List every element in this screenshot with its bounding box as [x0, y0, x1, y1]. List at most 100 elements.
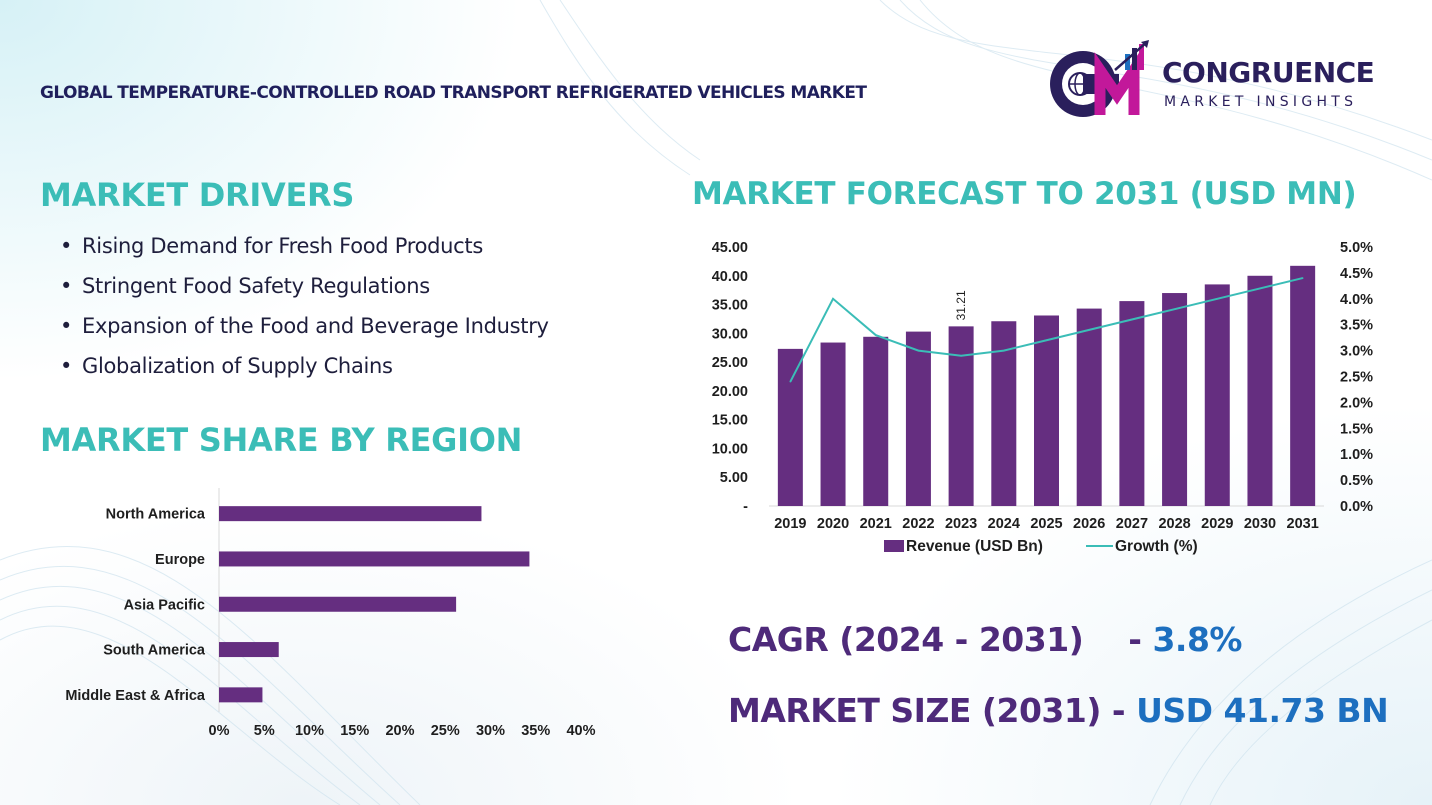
share-x-tick-label: 5% — [254, 723, 275, 739]
revenue-bar — [1076, 308, 1102, 506]
cagr-separator: - — [1128, 620, 1153, 659]
share-category-label: Europe — [155, 552, 205, 568]
forecast-chart: - 5.00 10.00 15.00 20.00 25.00 30.00 35.00 40.00… — [712, 240, 1373, 555]
forecast-x-tick-label: 2019 — [774, 516, 806, 532]
growth-point — [832, 298, 834, 300]
forecast-right-tick-label: 1.5% — [1340, 421, 1373, 437]
growth-point — [1216, 298, 1219, 300]
share-category-label: Middle East & Africa — [65, 688, 206, 704]
forecast-right-tick-label: 0.0% — [1340, 499, 1373, 515]
forecast-x-tick-label: 2022 — [902, 516, 934, 532]
forecast-left-tick-label: 15.00 — [712, 413, 748, 429]
cagr-kpi: CAGR (2024 - 2031) - 3.8% — [728, 620, 1242, 659]
market-size-value: USD 41.73 BN — [1136, 691, 1389, 730]
share-x-tick-label: 30% — [476, 723, 505, 739]
revenue-bar — [1034, 315, 1059, 506]
forecast-x-tick-label: 2021 — [860, 516, 892, 532]
share-x-tick-label: 0% — [209, 723, 230, 739]
forecast-left-tick-label: 35.00 — [712, 298, 748, 314]
forecast-x-tick-label: 2028 — [1158, 516, 1190, 532]
forecast-x-tick-label: 2020 — [817, 516, 849, 532]
bullet-icon: • — [60, 314, 73, 338]
growth-point — [1003, 349, 1005, 352]
forecast-x-tick-label: 2025 — [1030, 516, 1062, 532]
forecast-x-tick-label: 2031 — [1287, 516, 1319, 532]
driver-text: Rising Demand for Fresh Food Products — [82, 234, 483, 258]
forecast-left-tick-label: 40.00 — [712, 269, 748, 285]
growth-point — [1259, 287, 1261, 290]
list-item: • Expansion of the Food and Beverage Indu… — [60, 312, 549, 352]
market-share-title: MARKET SHARE BY REGION — [40, 421, 523, 459]
revenue-bar — [905, 331, 931, 506]
list-item: • Rising Demand for Fresh Food Products — [60, 232, 549, 272]
revenue-data-label: 31.21 — [954, 290, 968, 320]
share-x-tick-label: 25% — [431, 723, 460, 739]
revenue-bar — [1119, 301, 1145, 506]
driver-text: Globalization of Supply Chains — [82, 354, 393, 378]
revenue-bar — [777, 348, 803, 506]
forecast-left-tick-label: 45.00 — [712, 240, 748, 256]
share-x-tick-label: 40% — [566, 723, 595, 739]
forecast-left-tick-label: 5.00 — [720, 470, 748, 486]
list-item: • Globalization of Supply Chains — [60, 352, 549, 392]
forecast-x-tick-label: 2024 — [988, 516, 1020, 532]
share-category-label: North America — [106, 507, 206, 523]
forecast-right-tick-label: 4.0% — [1340, 292, 1373, 308]
growth-point — [1301, 277, 1304, 279]
forecast-left-tick-label: 10.00 — [712, 441, 748, 457]
forecast-right-tick-label: 4.5% — [1340, 266, 1373, 282]
bullet-icon: • — [60, 354, 73, 378]
growth-point — [874, 334, 877, 336]
share-x-tick-label: 20% — [385, 723, 414, 739]
market-size-separator: - — [1100, 691, 1137, 730]
bullet-icon: • — [60, 274, 73, 298]
forecast-right-tick-label: 5.0% — [1340, 240, 1373, 256]
market-size-label: MARKET SIZE (2031) — [728, 691, 1101, 730]
revenue-bar — [1162, 293, 1188, 506]
region-share-chart: North America Europe Asia Pacific South Ame… — [65, 488, 596, 739]
revenue-bar — [863, 336, 889, 506]
forecast-x-tick-label: 2026 — [1073, 516, 1105, 532]
legend-label: Growth (%) — [1115, 538, 1198, 555]
market-drivers-title: MARKET DRIVERS — [40, 176, 355, 214]
cagr-label: CAGR (2024 - 2031) — [728, 620, 1084, 659]
forecast-left-tick-label: 30.00 — [712, 326, 748, 342]
share-bar — [219, 551, 530, 567]
forecast-left-tick-label: 20.00 — [712, 384, 748, 400]
growth-point — [917, 349, 920, 352]
cagr-value: 3.8% — [1152, 620, 1242, 659]
revenue-bar — [1204, 284, 1230, 506]
legend-bar-swatch — [884, 540, 904, 552]
forecast-x-tick-label: 2027 — [1116, 516, 1148, 532]
forecast-left-tick-label: - — [743, 499, 748, 515]
revenue-bar — [820, 342, 846, 506]
company-logo: CONGRUENCE MARKET INSIGHTS — [1045, 40, 1395, 120]
market-size-kpi: MARKET SIZE (2031) - USD 41.73 BN — [728, 691, 1389, 730]
growth-point — [1088, 329, 1090, 331]
logo-secondary-text: MARKET INSIGHTS — [1164, 94, 1358, 110]
revenue-bar — [1247, 275, 1273, 506]
share-category-label: South America — [103, 643, 206, 659]
forecast-right-tick-label: 2.5% — [1340, 370, 1373, 386]
bullet-icon: • — [60, 234, 73, 258]
revenue-bar — [948, 326, 974, 506]
share-category-label: Asia Pacific — [124, 597, 205, 613]
legend-label: Revenue (USD Bn) — [906, 538, 1043, 555]
growth-point — [1045, 339, 1048, 342]
growth-point — [1131, 318, 1133, 321]
forecast-right-tick-label: 2.0% — [1340, 395, 1373, 411]
list-item: • Stringent Food Safety Regulations — [60, 272, 549, 312]
share-x-tick-label: 35% — [521, 723, 550, 739]
revenue-bar — [1290, 265, 1316, 506]
forecast-right-tick-label: 3.5% — [1340, 318, 1373, 334]
share-bar — [219, 596, 457, 612]
logo-primary-text: CONGRUENCE — [1162, 56, 1375, 89]
market-forecast-title: MARKET FORECAST TO 2031 (USD MN) — [692, 176, 1357, 212]
forecast-right-tick-label: 0.5% — [1340, 473, 1373, 489]
forecast-right-tick-label: 3.0% — [1340, 344, 1373, 360]
driver-text: Expansion of the Food and Beverage Indus… — [82, 314, 549, 338]
growth-point — [960, 354, 962, 357]
forecast-x-tick-label: 2029 — [1201, 516, 1233, 532]
share-bar — [219, 687, 263, 703]
share-x-tick-label: 10% — [295, 723, 324, 739]
